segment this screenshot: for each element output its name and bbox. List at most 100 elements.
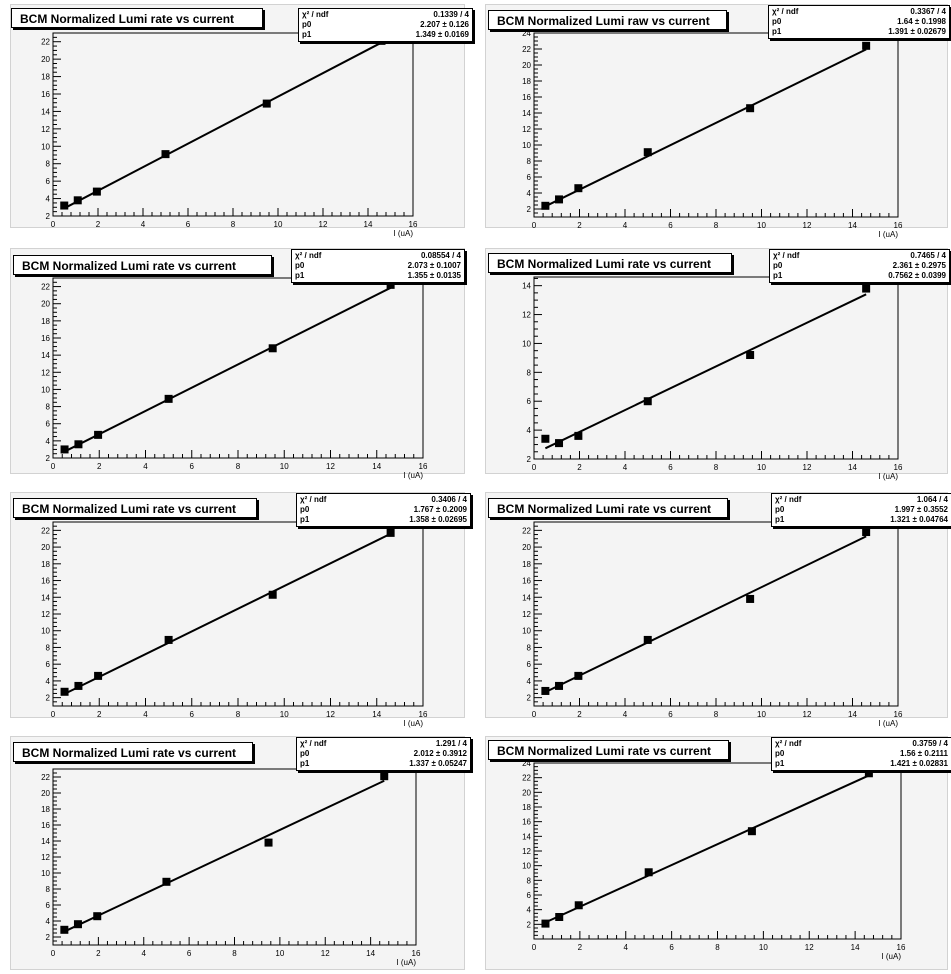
x-tick-label: 4 <box>141 220 146 229</box>
x-tick-label: 2 <box>96 949 101 958</box>
y-tick-label: 8 <box>527 876 532 885</box>
plot-frame <box>52 32 414 217</box>
stats-row: p0 1.767 ± 0.2009 <box>300 505 467 515</box>
x-tick-label: 12 <box>803 463 812 472</box>
stats-row: χ² / ndf 1.064 / 4 <box>775 495 948 505</box>
stats-label: p1 <box>302 30 312 39</box>
stats-row: p1 1.358 ± 0.02695 <box>300 515 467 525</box>
stats-row: p0 1.56 ± 0.2111 <box>775 749 948 759</box>
x-axis-label: I (uA) <box>878 719 898 728</box>
y-tick-label: 10 <box>522 339 531 348</box>
data-point <box>92 187 101 196</box>
y-tick-label: 4 <box>527 426 532 435</box>
y-tick-label: 20 <box>41 300 50 309</box>
x-tick-label: 2 <box>97 462 102 471</box>
y-tick-label: 4 <box>46 195 51 204</box>
data-point <box>746 594 755 603</box>
y-tick-label: 16 <box>41 90 50 99</box>
stats-label: p0 <box>773 261 783 270</box>
x-tick-label: 16 <box>897 943 906 952</box>
data-point <box>864 769 873 778</box>
stats-label: p1 <box>300 759 310 768</box>
x-tick-label: 0 <box>51 710 56 719</box>
x-tick-label: 2 <box>577 710 582 719</box>
y-tick-label: 16 <box>522 93 531 102</box>
y-tick-label: 18 <box>41 317 50 326</box>
data-point <box>555 439 564 448</box>
stats-label: χ² / ndf <box>775 739 802 748</box>
stats-row: χ² / ndf 0.3367 / 4 <box>772 7 946 17</box>
data-point <box>73 920 82 929</box>
stats-row: χ² / ndf 0.3759 / 4 <box>775 739 948 749</box>
x-tick-label: 12 <box>803 221 812 230</box>
data-point <box>541 201 550 210</box>
data-point <box>747 827 756 836</box>
fit-line <box>63 779 385 933</box>
y-tick-label: 4 <box>527 189 532 198</box>
x-tick-label: 4 <box>623 221 628 230</box>
y-tick-label: 18 <box>522 77 531 86</box>
data-point <box>643 397 652 406</box>
x-tick-label: 10 <box>274 220 283 229</box>
data-point <box>264 838 273 847</box>
data-point <box>380 772 389 781</box>
y-tick-label: 10 <box>41 869 50 878</box>
stats-value: 2.207 ± 0.126 <box>420 20 469 29</box>
x-tick-label: 10 <box>275 949 284 958</box>
y-tick-label: 16 <box>41 577 50 586</box>
chart-title: BCM Normalized Lumi rate vs current <box>488 740 729 760</box>
stats-row: p0 1.997 ± 0.3552 <box>775 505 948 515</box>
x-tick-label: 0 <box>51 949 56 958</box>
y-tick-label: 10 <box>522 141 531 150</box>
x-tick-label: 16 <box>409 220 418 229</box>
stats-label: p0 <box>300 505 310 514</box>
stats-value: 1.56 ± 0.2111 <box>900 749 948 758</box>
data-point <box>862 41 871 50</box>
chart-title: BCM Normalized Lumi rate vs current <box>11 8 263 28</box>
data-point <box>60 445 69 454</box>
x-tick-label: 16 <box>894 463 903 472</box>
data-point <box>162 877 171 886</box>
y-tick-label: 14 <box>522 282 531 291</box>
y-tick-label: 12 <box>522 311 531 320</box>
data-point <box>643 635 652 644</box>
y-tick-label: 20 <box>41 789 50 798</box>
data-point <box>74 681 83 690</box>
x-tick-label: 0 <box>532 943 537 952</box>
data-point <box>574 671 583 680</box>
y-tick-label: 20 <box>522 788 531 797</box>
y-tick-label: 6 <box>46 660 51 669</box>
y-tick-label: 16 <box>522 818 531 827</box>
stats-label: p0 <box>295 261 305 270</box>
stats-value: 0.08554 / 4 <box>420 251 461 260</box>
x-tick-label: 0 <box>51 220 56 229</box>
x-tick-label: 4 <box>143 462 148 471</box>
y-tick-label: 18 <box>41 73 50 82</box>
stats-value: 0.3759 / 4 <box>912 739 948 748</box>
x-tick-label: 8 <box>236 710 241 719</box>
data-point <box>161 150 170 159</box>
y-tick-label: 22 <box>41 283 50 292</box>
y-tick-label: 24 <box>522 29 531 38</box>
x-tick-label: 8 <box>714 710 719 719</box>
x-tick-label: 4 <box>624 943 629 952</box>
plot-panel-4: 0 2 4 6 8 10 12 14 16 2 4 6 8 10 12 14 I (uA) BCM Normali… <box>485 248 950 481</box>
x-tick-label: 10 <box>757 221 766 230</box>
y-tick-label: 12 <box>41 610 50 619</box>
stats-value: 0.7465 / 4 <box>910 251 946 260</box>
stats-row: p0 1.64 ± 0.1998 <box>772 17 946 27</box>
x-tick-label: 2 <box>96 220 101 229</box>
x-tick-label: 16 <box>412 949 421 958</box>
stats-value: 1.349 ± 0.0169 <box>415 30 469 39</box>
data-point <box>386 280 395 289</box>
data-point <box>644 868 653 877</box>
y-tick-label: 22 <box>522 526 531 535</box>
x-tick-label: 16 <box>894 221 903 230</box>
data-point <box>262 99 271 108</box>
x-tick-label: 10 <box>757 463 766 472</box>
y-tick-label: 14 <box>522 832 531 841</box>
plot-panel-3: 0 2 4 6 8 10 12 14 16 2 4 6 8 10 12 14 16 18 20 22 I (uA) BCM… <box>10 248 465 480</box>
